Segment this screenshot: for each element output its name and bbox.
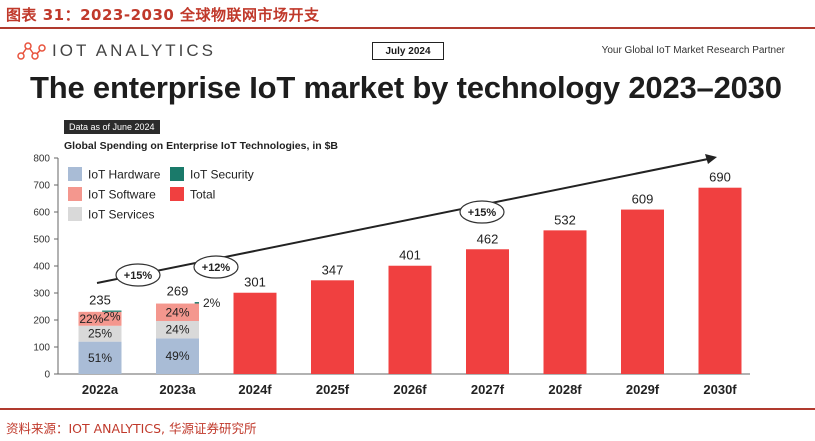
source-note: 资料来源：IOT ANALYTICS, 华源证券研究所	[6, 421, 257, 436]
growth-label: +15%	[468, 207, 497, 219]
bar-total	[466, 249, 509, 374]
x-tick-label: 2022a	[82, 382, 119, 397]
trend-arrowhead	[705, 154, 717, 164]
network-icon	[17, 42, 46, 60]
growth-ellipse	[459, 200, 505, 224]
bar-value-label: 532	[554, 212, 576, 227]
y-tick-label: 300	[33, 289, 50, 300]
data-note: Data as of June 2024	[64, 120, 160, 134]
y-tick-label: 0	[44, 370, 50, 381]
bar-total	[388, 265, 432, 374]
bar-segment-security	[194, 302, 199, 304]
x-tick-label: 2026f	[393, 382, 427, 397]
legend-swatch	[68, 167, 82, 181]
segment-label: 24%	[165, 323, 189, 337]
growth-ellipse	[193, 255, 239, 279]
chart-title: Global Spending on Enterprise IoT Techno…	[64, 140, 338, 152]
bar-value-label: 301	[244, 275, 266, 290]
legend-swatch	[170, 167, 184, 181]
y-tick-label: 700	[33, 181, 50, 192]
bar-total	[698, 187, 742, 374]
bar-segment-hardware	[78, 341, 122, 374]
y-tick-label: 800	[33, 154, 50, 165]
segment-label: 49%	[165, 349, 189, 363]
y-tick-label: 200	[33, 316, 50, 327]
bar-total	[543, 230, 587, 374]
bar-segment-software	[78, 311, 122, 326]
x-tick-label: 2024f	[238, 382, 272, 397]
growth-ellipse	[115, 263, 161, 287]
legend-label: IoT Services	[88, 208, 154, 222]
tagline: Your Global IoT Market Research Partner	[601, 45, 785, 56]
bar-total	[233, 292, 277, 374]
bar-segment-security	[102, 310, 122, 312]
growth-label: +15%	[124, 270, 153, 282]
x-tick-label: 2030f	[703, 382, 737, 397]
segment-label: 2%	[203, 296, 221, 310]
segment-label: 25%	[88, 327, 112, 341]
legend-swatch	[170, 187, 184, 201]
x-tick-label: 2027f	[471, 382, 505, 397]
date-badge: July 2024	[372, 42, 444, 60]
bar-total	[621, 209, 664, 374]
bar-value-label: 609	[632, 192, 654, 207]
y-tick-label: 400	[33, 262, 50, 273]
y-tick-label: 500	[33, 235, 50, 246]
growth-label: +12%	[202, 262, 231, 274]
bar-value-label: 347	[322, 262, 344, 277]
x-tick-label: 2023a	[159, 382, 196, 397]
legend-label: IoT Hardware	[88, 168, 161, 182]
bottom-divider	[0, 408, 815, 410]
legend-label: Total	[190, 188, 215, 202]
y-tick-label: 600	[33, 208, 50, 219]
headline: The enterprise IoT market by technology …	[30, 70, 782, 105]
brand-name: IOT ANALYTICS	[52, 41, 217, 60]
bar-value-label: 235	[89, 293, 111, 308]
bar-value-label: 269	[167, 283, 189, 298]
legend-swatch	[68, 207, 82, 221]
bar-segment-hardware	[156, 338, 199, 374]
bar-value-label: 401	[399, 248, 421, 263]
legend-label: IoT Security	[190, 168, 254, 182]
legend-label: IoT Software	[88, 188, 156, 202]
bar-segment-services	[78, 325, 122, 342]
bar-value-label: 462	[477, 231, 499, 246]
x-tick-label: 2025f	[316, 382, 350, 397]
bar-segment-services	[156, 320, 199, 339]
bar-segment-software	[156, 303, 199, 321]
segment-label: 2%	[103, 310, 121, 324]
x-tick-label: 2029f	[626, 382, 660, 397]
legend-swatch	[68, 187, 82, 201]
bar-value-label: 690	[709, 170, 731, 185]
trend-line	[96, 158, 709, 284]
segment-label: 24%	[165, 305, 189, 319]
bar-total	[311, 280, 354, 374]
brand-logo: IOT ANALYTICS	[16, 40, 216, 62]
y-tick-label: 100	[33, 343, 50, 354]
top-divider	[0, 27, 815, 29]
figure-title: 图表 31：2023-2030 全球物联网市场开支	[6, 6, 320, 24]
segment-label: 51%	[88, 351, 112, 365]
segment-label: 22%	[79, 312, 103, 326]
x-tick-label: 2028f	[548, 382, 582, 397]
